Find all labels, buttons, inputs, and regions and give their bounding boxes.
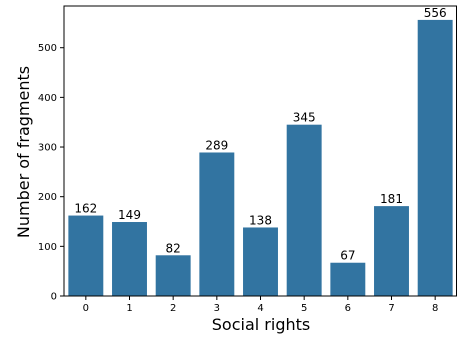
x-tick-label-4: 4 xyxy=(257,303,263,314)
data-label-0: 162 xyxy=(74,202,97,216)
x-tick-label-6: 6 xyxy=(345,303,351,314)
bar-4 xyxy=(243,227,278,296)
y-tick-label-400: 400 xyxy=(38,93,57,104)
x-axis-title: Social rights xyxy=(212,315,310,334)
data-label-5: 345 xyxy=(293,111,316,125)
y-tick-label-0: 0 xyxy=(51,292,57,303)
bar-0 xyxy=(68,215,104,296)
x-tick-label-5: 5 xyxy=(301,303,307,314)
bars-layer xyxy=(68,19,453,296)
x-tick-label-8: 8 xyxy=(432,303,438,314)
y-tick-label-200: 200 xyxy=(38,192,57,203)
data-label-3: 289 xyxy=(205,138,228,152)
x-tick-label-1: 1 xyxy=(126,303,132,314)
data-label-2: 82 xyxy=(166,241,181,255)
data-label-1: 149 xyxy=(118,208,141,222)
x-tick-label-0: 0 xyxy=(83,303,89,314)
y-tick-label-500: 500 xyxy=(38,43,57,54)
x-tick-label-7: 7 xyxy=(388,303,394,314)
bar-2 xyxy=(155,255,191,296)
data-label-7: 181 xyxy=(380,192,403,206)
bar-1 xyxy=(112,222,147,296)
x-tick-label-3: 3 xyxy=(214,303,220,314)
y-tick-label-300: 300 xyxy=(38,143,57,154)
bar-3 xyxy=(199,152,235,296)
y-axis-title: Number of fragments xyxy=(14,66,33,238)
y-tick-label-100: 100 xyxy=(38,242,57,253)
bar-6 xyxy=(330,262,366,296)
data-label-6: 67 xyxy=(340,249,355,263)
bar-7 xyxy=(374,206,409,296)
data-labels-layer: 162 149 82 289 138 345 67 181 556 xyxy=(74,6,446,263)
x-tick-label-2: 2 xyxy=(170,303,176,314)
data-label-8: 556 xyxy=(424,6,447,20)
data-label-4: 138 xyxy=(249,213,272,227)
bar-5 xyxy=(286,124,322,296)
bar-8 xyxy=(417,19,453,296)
